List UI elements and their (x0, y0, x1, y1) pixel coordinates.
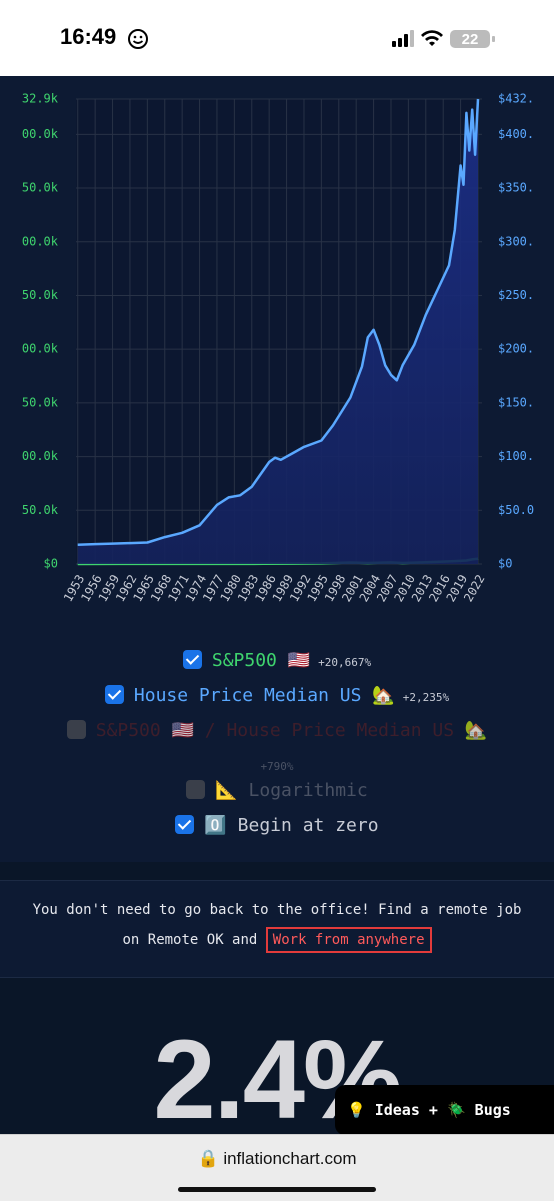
battery-level: 22 (462, 31, 479, 48)
y2-tick-label: $100. (498, 449, 534, 463)
y-tick-label: 00.0k (22, 449, 59, 463)
y-tick-label: 50.0k (22, 181, 59, 195)
option-label: 0️⃣ Begin at zero (204, 815, 379, 836)
legend-label: S&P500 🇺🇸 / House Price Median US 🏡 (95, 720, 488, 741)
banner-text: You don't need to go back to the office!… (0, 881, 554, 955)
home-indicator (178, 1187, 376, 1192)
series-line (77, 98, 480, 546)
checkbox[interactable] (104, 685, 124, 704)
y2-tick-label: $200. (498, 342, 534, 356)
banner-link[interactable]: Work from anywhere (265, 927, 432, 953)
legend-item[interactable]: S&P500 🇺🇸 +20,667% (0, 650, 554, 671)
status-icons: 22 (392, 30, 495, 48)
y2-tick-label: $0 (498, 557, 512, 571)
y2-tick-label: $50.0 (498, 503, 534, 517)
feedback-button[interactable]: 💡 Ideas + 🪲 Bugs (335, 1085, 554, 1135)
option[interactable]: 📐 Logarithmic (0, 780, 554, 801)
legend-label: House Price Median US 🏡 (133, 685, 395, 706)
checkbox[interactable] (175, 815, 195, 834)
browser-bar: 🔒 inflationchart.com (0, 1134, 554, 1201)
option[interactable]: 0️⃣ Begin at zero (0, 815, 554, 836)
checkbox[interactable] (186, 780, 206, 799)
clock: 16:49 (60, 24, 117, 49)
y-tick-label: 00.0k (22, 127, 59, 141)
y2-tick-label: $150. (498, 395, 534, 409)
area (77, 99, 478, 564)
y-tick-label: 50.0k (22, 395, 59, 409)
y-tick-label: $0 (44, 557, 58, 571)
y-tick-label: 00.0k (22, 234, 59, 248)
y2-tick-label: $432. (498, 92, 534, 106)
y2-tick-label: $250. (498, 288, 534, 302)
checkbox[interactable] (182, 650, 202, 669)
checkbox[interactable] (66, 720, 86, 739)
status-icon (128, 29, 148, 49)
banner: You don't need to go back to the office!… (0, 880, 554, 978)
legend-item[interactable]: House Price Median US 🏡 +2,235% (0, 685, 554, 706)
y-tick-label: 00.0k (22, 342, 59, 356)
y2-tick-label: $300. (498, 234, 534, 248)
url-text: inflationchart.com (223, 1149, 357, 1168)
legend-label: S&P500 🇺🇸 (211, 650, 311, 671)
option-label: 📐 Logarithmic (215, 780, 368, 801)
y-tick-label: 50.0k (22, 503, 59, 517)
change-label: +20,667% (318, 656, 372, 669)
status-bar: 16:49 22 (0, 0, 554, 76)
y-tick-label: 32.9k (22, 92, 59, 106)
y2-tick-label: $350. (498, 181, 534, 195)
legend-item[interactable]: S&P500 🇺🇸 / House Price Median US 🏡 (0, 720, 554, 741)
y-tick-label: 50.0k (22, 288, 59, 302)
chart: 1953195619591962196519681971197419771980… (22, 92, 534, 605)
change-label: +790% (260, 760, 294, 773)
banner-message: You don't need to go back to the office!… (32, 902, 522, 948)
url[interactable]: 🔒 inflationchart.com (197, 1149, 357, 1168)
change-label: +2,235% (402, 691, 450, 704)
y2-tick-label: $400. (498, 127, 534, 141)
